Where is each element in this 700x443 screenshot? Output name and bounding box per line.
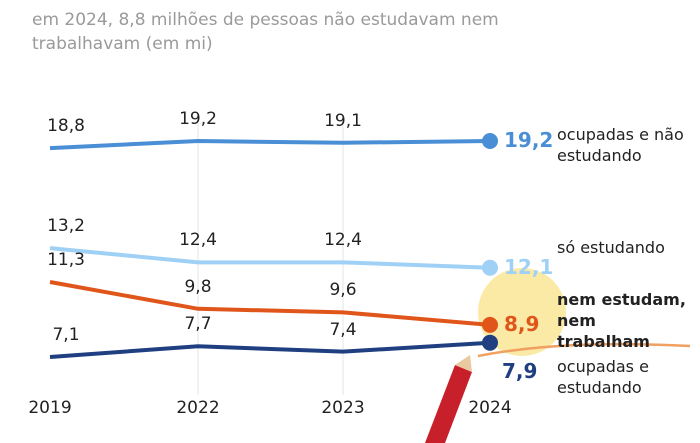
highlight <box>478 268 566 356</box>
data-label: 7,7 <box>184 314 212 335</box>
data-label: 8,9 <box>504 311 540 336</box>
data-label: 18,8 <box>47 116 85 137</box>
data-label: 9,8 <box>184 276 212 297</box>
pencil <box>425 365 472 443</box>
data-label: 19,1 <box>324 110 362 131</box>
data-label: 12,1 <box>504 254 554 279</box>
data-label: 11,3 <box>47 250 85 271</box>
legend-label: ocupadas e estudando <box>557 357 649 397</box>
end-dot <box>482 133 498 149</box>
line <box>49 340 491 359</box>
end-dot <box>482 316 498 333</box>
x-tick-label: 2022 <box>176 398 220 418</box>
line <box>49 280 491 327</box>
data-label: 7,1 <box>52 325 80 345</box>
data-label: 7,9 <box>502 358 538 383</box>
data-label: 13,2 <box>47 216 85 237</box>
x-tick-label: 2024 <box>468 398 512 418</box>
line <box>49 246 491 270</box>
chart-title: em 2024, 8,8 milhões de pessoas não estu… <box>32 10 499 54</box>
legend-label: só estudando <box>557 238 665 257</box>
data-label: 9,6 <box>329 280 357 301</box>
legend-label: ocupadas e não estudando <box>557 125 684 165</box>
data-label: 12,4 <box>324 230 362 251</box>
end-dot <box>482 334 498 351</box>
data-label: 12,4 <box>179 230 217 251</box>
x-tick-label: 2019 <box>28 398 72 418</box>
scribble <box>477 342 691 358</box>
data-label: 19,2 <box>504 128 554 152</box>
data-label: 7,4 <box>329 319 357 340</box>
data-label: 19,2 <box>179 109 217 129</box>
end-dot <box>482 259 498 276</box>
line <box>49 138 491 151</box>
x-tick-label: 2023 <box>321 398 365 418</box>
legend-label: nem estudam, nem trabalham <box>557 290 686 351</box>
pencil-tip <box>455 355 472 372</box>
